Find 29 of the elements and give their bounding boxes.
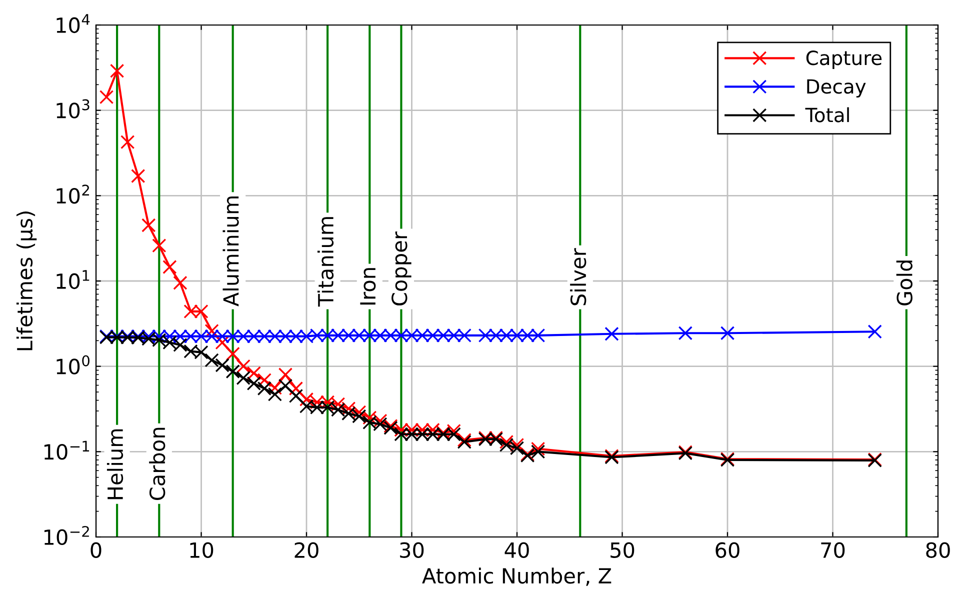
- ref-line-label: Helium: [106, 429, 124, 500]
- ref-line-label: Copper: [392, 231, 412, 306]
- y-tick-label: 10$^{2}$: [56, 184, 89, 204]
- legend-label: Decay: [807, 79, 866, 98]
- x-tick-label: 80: [926, 542, 950, 558]
- ref-line-label: Iron: [360, 268, 376, 305]
- x-tick-label: 20: [294, 542, 318, 558]
- x-tick-label: 50: [610, 542, 634, 558]
- x-axis-title: Atomic Number, Z: [422, 568, 612, 586]
- y-tick-label: 10$^{3}$: [56, 99, 90, 118]
- y-tick-label: 10$^{0}$: [56, 355, 90, 374]
- x-tick-label: 30: [400, 542, 424, 558]
- ref-line-label: Carbon: [149, 428, 166, 500]
- ref-line-label: Aluminium: [222, 196, 239, 306]
- ref-line-label: Gold: [896, 260, 912, 306]
- x-tick-label: 70: [821, 542, 845, 558]
- y-tick-label: 10$^{−2}$: [44, 526, 89, 546]
- ref-line-label: Titanium: [317, 217, 334, 307]
- y-tick-label: 10$^{4}$: [56, 14, 90, 34]
- x-tick-label: 0: [90, 542, 102, 558]
- legend-label: Total: [805, 107, 849, 122]
- x-tick-label: 10: [190, 542, 214, 558]
- y-axis-title: Lifetimes (μs): [16, 212, 37, 350]
- ref-line-label: Silver: [570, 248, 586, 306]
- y-tick-label: 10$^{1}$: [56, 270, 90, 290]
- x-tick-label: 40: [504, 542, 529, 558]
- legend-label: Capture: [806, 50, 882, 69]
- y-tick-label: 10$^{−1}$: [44, 440, 90, 460]
- x-tick-label: 60: [716, 542, 740, 558]
